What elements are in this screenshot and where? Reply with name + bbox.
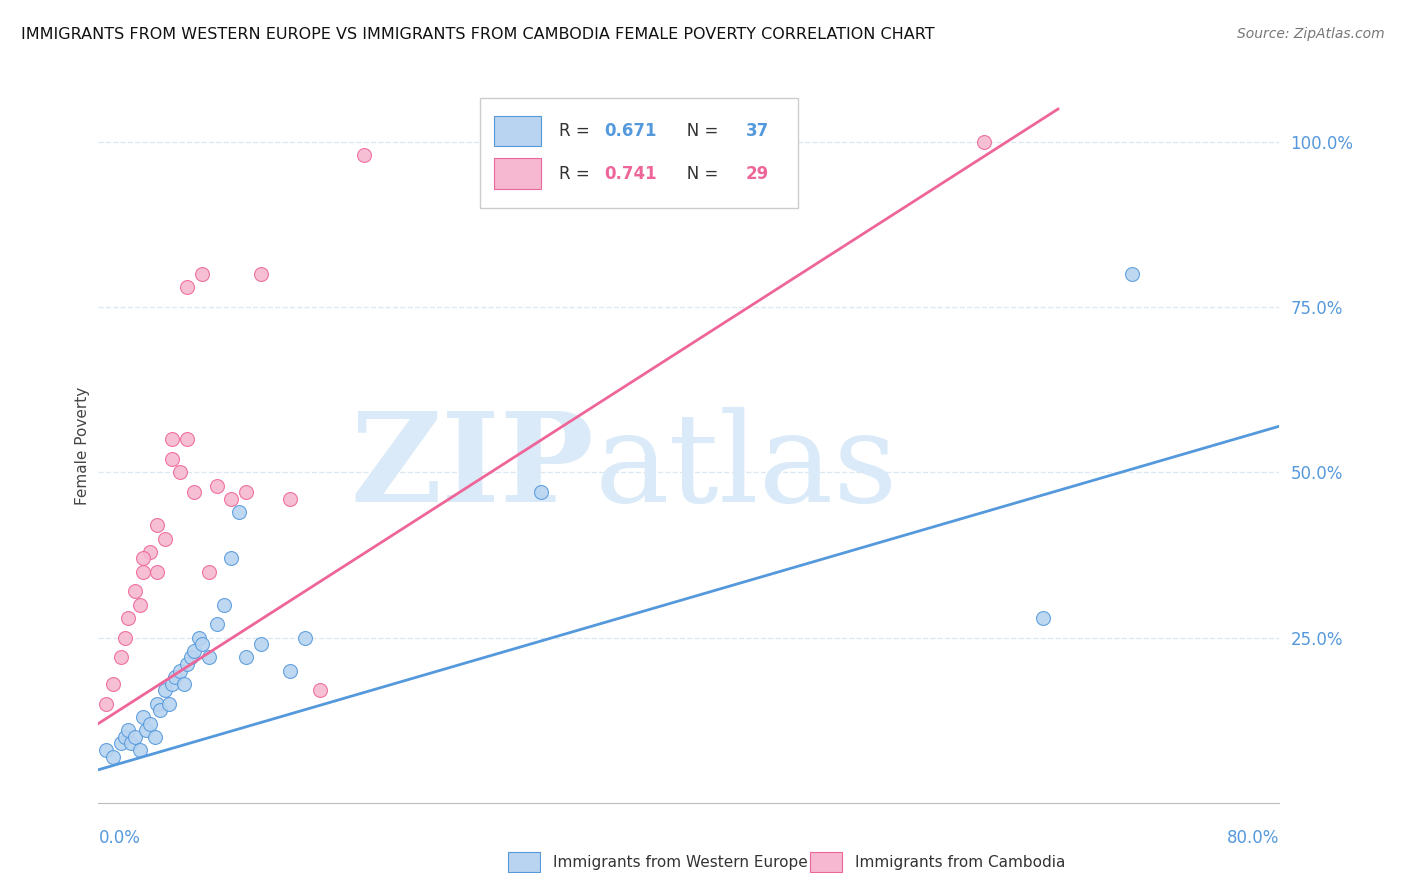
FancyBboxPatch shape xyxy=(494,159,541,189)
Text: Source: ZipAtlas.com: Source: ZipAtlas.com xyxy=(1237,27,1385,41)
Point xyxy=(219,491,242,506)
FancyBboxPatch shape xyxy=(494,116,541,146)
Point xyxy=(176,433,198,447)
Point xyxy=(173,677,195,691)
Text: 80.0%: 80.0% xyxy=(1227,830,1279,847)
Point xyxy=(139,545,162,559)
Text: ZIP: ZIP xyxy=(350,407,595,528)
Point xyxy=(219,551,242,566)
Point xyxy=(183,485,205,500)
Point xyxy=(278,491,302,506)
Point xyxy=(205,478,228,492)
Point xyxy=(198,650,221,665)
Text: R =: R = xyxy=(560,165,595,183)
Point xyxy=(183,644,205,658)
Text: 37: 37 xyxy=(745,122,769,140)
Point xyxy=(103,749,125,764)
Text: 29: 29 xyxy=(745,165,769,183)
Point xyxy=(176,657,198,671)
Point xyxy=(146,518,169,533)
Point xyxy=(139,716,162,731)
Point xyxy=(294,631,316,645)
Point xyxy=(114,730,136,744)
Point xyxy=(132,551,155,566)
Point xyxy=(1121,267,1143,281)
Point xyxy=(235,650,257,665)
Point xyxy=(309,683,332,698)
Point xyxy=(250,637,273,651)
Text: 0.0%: 0.0% xyxy=(98,830,141,847)
Text: Immigrants from Western Europe: Immigrants from Western Europe xyxy=(553,855,807,870)
Text: N =: N = xyxy=(671,165,724,183)
Point xyxy=(114,631,136,645)
Point xyxy=(143,730,166,744)
Point xyxy=(149,703,172,717)
Text: IMMIGRANTS FROM WESTERN EUROPE VS IMMIGRANTS FROM CAMBODIA FEMALE POVERTY CORREL: IMMIGRANTS FROM WESTERN EUROPE VS IMMIGR… xyxy=(21,27,935,42)
Text: Immigrants from Cambodia: Immigrants from Cambodia xyxy=(855,855,1066,870)
Point xyxy=(153,532,176,546)
Point xyxy=(128,743,150,757)
Point xyxy=(162,677,183,691)
Point xyxy=(212,598,235,612)
Point xyxy=(110,650,132,665)
Point xyxy=(146,697,169,711)
Point xyxy=(353,148,375,162)
Point xyxy=(132,710,155,724)
Point xyxy=(228,505,250,519)
Point xyxy=(153,683,176,698)
Text: N =: N = xyxy=(671,122,724,140)
Text: atlas: atlas xyxy=(595,407,898,528)
Point xyxy=(94,697,117,711)
Point xyxy=(205,617,228,632)
Point xyxy=(117,723,139,738)
Point xyxy=(124,730,146,744)
Point xyxy=(135,723,157,738)
Point xyxy=(187,631,209,645)
Text: R =: R = xyxy=(560,122,595,140)
Point xyxy=(157,697,180,711)
Point xyxy=(103,677,125,691)
Point xyxy=(162,433,183,447)
Point xyxy=(165,670,187,684)
FancyBboxPatch shape xyxy=(479,98,797,209)
Point xyxy=(191,267,214,281)
Point xyxy=(169,664,191,678)
Point xyxy=(146,565,169,579)
Point xyxy=(94,743,117,757)
Point xyxy=(198,565,221,579)
Point xyxy=(278,664,302,678)
Point xyxy=(180,650,202,665)
Point xyxy=(120,736,142,750)
Point xyxy=(117,611,139,625)
Point xyxy=(162,452,183,467)
Point xyxy=(250,267,273,281)
Point xyxy=(973,135,995,149)
Point xyxy=(191,637,214,651)
Point xyxy=(132,565,155,579)
Point xyxy=(110,736,132,750)
Point xyxy=(1032,611,1054,625)
Text: 0.671: 0.671 xyxy=(605,122,657,140)
Point xyxy=(169,466,191,480)
Point xyxy=(235,485,257,500)
Text: 0.741: 0.741 xyxy=(605,165,657,183)
Point xyxy=(128,598,150,612)
Point xyxy=(176,280,198,294)
Point xyxy=(124,584,146,599)
Point xyxy=(530,485,553,500)
Y-axis label: Female Poverty: Female Poverty xyxy=(75,387,90,505)
